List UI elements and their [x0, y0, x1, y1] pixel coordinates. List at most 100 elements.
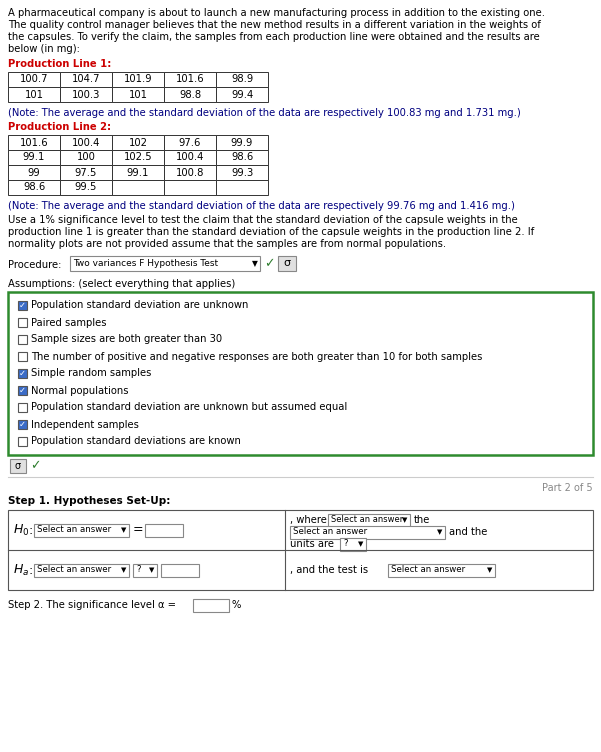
- Text: 101.6: 101.6: [175, 74, 204, 84]
- Text: %: %: [232, 600, 242, 610]
- Bar: [70, 256, 260, 271]
- Text: 100.8: 100.8: [176, 168, 204, 177]
- Text: Part 2 of 5: Part 2 of 5: [542, 483, 593, 493]
- Bar: [34, 523, 129, 536]
- Text: Select an answer: Select an answer: [37, 566, 111, 575]
- Text: ▼: ▼: [252, 259, 258, 268]
- Bar: [290, 526, 445, 538]
- Text: 100.4: 100.4: [176, 153, 204, 162]
- Bar: [216, 165, 268, 180]
- Text: normality plots are not provided assume that the samples are from normal populat: normality plots are not provided assume …: [8, 239, 446, 249]
- Text: 99.1: 99.1: [127, 168, 149, 177]
- Text: units are: units are: [290, 539, 334, 549]
- Text: Procedure:: Procedure:: [8, 260, 61, 270]
- Text: , where: , where: [290, 515, 327, 525]
- Bar: [8, 135, 60, 150]
- Bar: [112, 72, 164, 87]
- Text: ✓: ✓: [19, 386, 26, 395]
- Bar: [216, 180, 268, 195]
- Text: (Note: The average and the standard deviation of the data are respectively 100.8: (Note: The average and the standard devi…: [8, 108, 520, 118]
- Text: Assumptions: (select everything that applies): Assumptions: (select everything that app…: [8, 279, 235, 289]
- Bar: [60, 87, 112, 102]
- Bar: [18, 420, 27, 429]
- Text: the: the: [414, 515, 430, 525]
- Text: 102.5: 102.5: [124, 153, 152, 162]
- Text: 98.8: 98.8: [179, 89, 201, 99]
- Text: ?: ?: [136, 566, 141, 575]
- Text: ✓: ✓: [19, 369, 26, 378]
- Text: 99.1: 99.1: [23, 153, 45, 162]
- Bar: [112, 165, 164, 180]
- Text: production line 1 is greater than the standard deviation of the capsule weights : production line 1 is greater than the st…: [8, 227, 534, 237]
- Bar: [161, 563, 199, 577]
- Bar: [216, 150, 268, 165]
- Text: ▼: ▼: [487, 567, 492, 573]
- Text: (Note: The average and the standard deviation of the data are respectively 99.76: (Note: The average and the standard devi…: [8, 201, 515, 211]
- Text: :: :: [28, 523, 32, 536]
- Text: 101: 101: [129, 89, 147, 99]
- Text: 101.6: 101.6: [20, 138, 48, 147]
- Text: ✓: ✓: [19, 301, 26, 310]
- Text: Sample sizes are both greater than 30: Sample sizes are both greater than 30: [31, 335, 222, 344]
- Bar: [18, 318, 27, 327]
- Bar: [18, 386, 27, 395]
- Text: Normal populations: Normal populations: [31, 386, 129, 396]
- Text: Select an answer: Select an answer: [391, 566, 465, 575]
- Bar: [18, 352, 27, 361]
- Text: Step 1. Hypotheses Set-Up:: Step 1. Hypotheses Set-Up:: [8, 496, 170, 506]
- Bar: [112, 135, 164, 150]
- Text: =: =: [133, 523, 144, 536]
- Bar: [8, 165, 60, 180]
- Text: ▼: ▼: [121, 567, 126, 573]
- Text: Select an answer: Select an answer: [293, 527, 367, 536]
- Text: σ: σ: [284, 259, 290, 268]
- Text: ▼: ▼: [401, 517, 407, 523]
- Bar: [164, 165, 216, 180]
- Text: ▼: ▼: [121, 527, 126, 533]
- Bar: [8, 72, 60, 87]
- Bar: [164, 72, 216, 87]
- Bar: [8, 150, 60, 165]
- Bar: [60, 165, 112, 180]
- Text: 102: 102: [129, 138, 147, 147]
- Text: 99.4: 99.4: [231, 89, 253, 99]
- Text: σ: σ: [15, 461, 21, 471]
- Bar: [216, 87, 268, 102]
- Text: Two variances F Hypothesis Test: Two variances F Hypothesis Test: [73, 259, 218, 268]
- Bar: [193, 599, 229, 611]
- Bar: [164, 87, 216, 102]
- Text: The quality control manager believes that the new method results in a different : The quality control manager believes tha…: [8, 20, 541, 30]
- Bar: [8, 292, 593, 455]
- Bar: [60, 150, 112, 165]
- Text: 100: 100: [76, 153, 96, 162]
- Bar: [340, 538, 366, 550]
- Bar: [112, 87, 164, 102]
- Bar: [60, 72, 112, 87]
- Text: ✓: ✓: [264, 257, 275, 270]
- Text: 100.4: 100.4: [72, 138, 100, 147]
- Bar: [18, 301, 27, 310]
- Text: The number of positive and negative responses are both greater than 10 for both : The number of positive and negative resp…: [31, 351, 483, 362]
- Text: Production Line 1:: Production Line 1:: [8, 59, 111, 69]
- Bar: [133, 563, 157, 577]
- Text: Independent samples: Independent samples: [31, 420, 139, 429]
- Text: 99.3: 99.3: [231, 168, 253, 177]
- Text: Select an answer: Select an answer: [331, 516, 403, 524]
- Bar: [60, 180, 112, 195]
- Text: 98.6: 98.6: [23, 183, 45, 193]
- Bar: [18, 335, 27, 344]
- Bar: [18, 403, 27, 412]
- Text: Population standard deviations are known: Population standard deviations are known: [31, 436, 241, 447]
- Text: 101: 101: [25, 89, 43, 99]
- Text: 97.6: 97.6: [179, 138, 201, 147]
- Bar: [8, 87, 60, 102]
- Text: A pharmaceutical company is about to launch a new manufacturing process in addit: A pharmaceutical company is about to lau…: [8, 8, 545, 18]
- Bar: [328, 514, 410, 526]
- Text: Population standard deviation are unknown: Population standard deviation are unknow…: [31, 301, 248, 311]
- Text: ▼: ▼: [148, 567, 154, 573]
- Text: Production Line 2:: Production Line 2:: [8, 122, 111, 132]
- Text: Select an answer: Select an answer: [37, 526, 111, 535]
- Bar: [216, 72, 268, 87]
- Text: the capsules. To verify the claim, the samples from each production line were ob: the capsules. To verify the claim, the s…: [8, 32, 540, 42]
- Bar: [8, 180, 60, 195]
